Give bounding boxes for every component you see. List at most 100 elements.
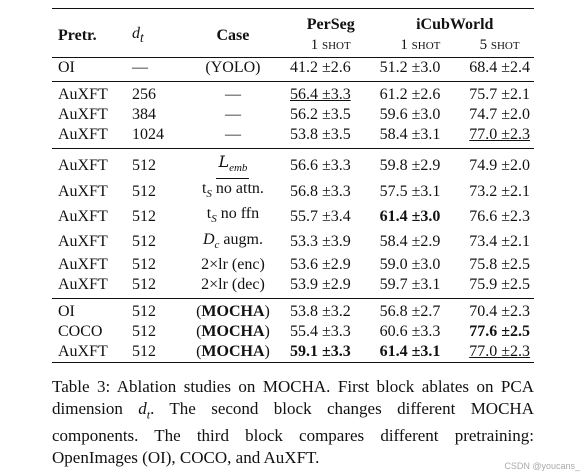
cell-case: 2×lr (enc) bbox=[201, 255, 265, 273]
cell-perseg: 53.9 ±2.9 bbox=[289, 275, 351, 293]
cell-icub5: 74.9 ±2.0 bbox=[469, 156, 530, 174]
col-case-header: Case bbox=[179, 8, 286, 58]
header-row-2: 1 shot 1 shot 5 shot bbox=[52, 35, 534, 58]
cell-icub1: 56.8 ±2.7 bbox=[379, 302, 441, 320]
cell-dt: 384 bbox=[131, 106, 156, 123]
icub-5shot-header: 5 shot bbox=[479, 37, 520, 53]
cell-case: — bbox=[224, 126, 241, 143]
cell-case: — bbox=[224, 106, 241, 123]
col-dt-header: dt bbox=[127, 8, 180, 58]
table-row: AuXFT 384 — 56.2 ±3.5 59.6 ±3.0 74.7 ±2.… bbox=[52, 105, 534, 125]
cell-icub5: 73.2 ±2.1 bbox=[469, 182, 530, 200]
table-row: AuXFT 512 2×lr (enc) 53.6 ±2.9 59.0 ±3.0… bbox=[52, 255, 534, 275]
cell-icub1: 59.6 ±3.0 bbox=[379, 106, 441, 123]
table-row: AuXFT 512 tS no attn. 56.8 ±3.3 57.5 ±3.… bbox=[52, 179, 534, 204]
cell-pretr: AuXFT bbox=[58, 255, 108, 273]
cell-icub1: 61.2 ±2.6 bbox=[379, 86, 441, 103]
cell-icub1: 59.8 ±2.9 bbox=[379, 156, 441, 174]
table-row: OI 512 (MOCHA) 53.8 ±3.2 56.8 ±2.7 70.4 … bbox=[52, 302, 534, 322]
ablation-table: Pretr. dt Case PerSeg iCubWorld 1 shot 1… bbox=[52, 8, 534, 363]
ablation-table-container: Pretr. dt Case PerSeg iCubWorld 1 shot 1… bbox=[52, 8, 534, 363]
cell-dt: 512 bbox=[131, 233, 156, 251]
cell-case: (MOCHA) bbox=[179, 341, 286, 363]
cell-perseg: 53.8 ±3.2 bbox=[289, 302, 351, 320]
cell-icub5: 77.0 ±2.3 bbox=[465, 341, 534, 363]
cell-dt: — bbox=[127, 57, 180, 78]
cell-perseg: 41.2 ±2.6 bbox=[285, 57, 376, 78]
cell-icub1: 58.4 ±2.9 bbox=[379, 233, 441, 251]
cell-dt: 512 bbox=[131, 156, 156, 174]
cell-case: Dc augm. bbox=[202, 230, 263, 251]
cell-icub1: 61.4 ±3.1 bbox=[375, 341, 466, 363]
cell-pretr: OI bbox=[58, 302, 75, 320]
cell-perseg: 56.8 ±3.3 bbox=[289, 182, 351, 200]
cell-icub5: 76.6 ±2.3 bbox=[469, 207, 530, 225]
cell-dt: 512 bbox=[131, 207, 156, 225]
cell-case: tS no attn. bbox=[201, 180, 264, 201]
col-perseg-header: PerSeg bbox=[285, 8, 376, 35]
cell-dt: 512 bbox=[131, 182, 156, 200]
cell-dt: 512 bbox=[131, 322, 156, 340]
table-row: AuXFT 512 2×lr (dec) 53.9 ±2.9 59.7 ±3.1… bbox=[52, 275, 534, 295]
cell-perseg: 55.7 ±3.4 bbox=[289, 207, 351, 225]
cell-pretr: AuXFT bbox=[58, 86, 108, 103]
cell-icub1: 59.7 ±3.1 bbox=[379, 275, 441, 293]
cell-icub1: 51.2 ±3.0 bbox=[375, 57, 466, 78]
table-row: AuXFT 1024 — 53.8 ±3.5 58.4 ±3.1 77.0 ±2… bbox=[52, 125, 534, 145]
col-icub-header: iCubWorld bbox=[375, 8, 534, 35]
cell-perseg: 56.6 ±3.3 bbox=[289, 156, 351, 174]
cell-dt: 1024 bbox=[131, 126, 164, 143]
table-row: AuXFT 512 (MOCHA) 59.1 ±3.3 61.4 ±3.1 77… bbox=[52, 341, 534, 363]
cell-icub5: 70.4 ±2.3 bbox=[469, 302, 530, 320]
cell-icub5: 77.0 ±2.3 bbox=[469, 126, 530, 143]
cell-case: (MOCHA) bbox=[196, 302, 270, 320]
cell-icub1: 61.4 ±3.0 bbox=[379, 207, 441, 225]
header-row-1: Pretr. dt Case PerSeg iCubWorld bbox=[52, 8, 534, 58]
cell-case: tS no ffn bbox=[206, 205, 260, 226]
cell-case: Lemb bbox=[180, 152, 286, 180]
cell-pretr: OI bbox=[52, 57, 128, 78]
cell-icub1: 57.5 ±3.1 bbox=[379, 182, 441, 200]
cell-dt: 512 bbox=[131, 302, 156, 320]
cell-pretr: AuXFT bbox=[58, 106, 108, 123]
cell-icub5: 75.9 ±2.5 bbox=[469, 275, 530, 293]
cell-icub5: 75.7 ±2.1 bbox=[469, 86, 530, 103]
table-row: OI — (YOLO) 41.2 ±2.6 51.2 ±3.0 68.4 ±2.… bbox=[52, 57, 534, 78]
table-row: AuXFT 256 — 56.4 ±3.3 61.2 ±2.6 75.7 ±2.… bbox=[52, 85, 534, 105]
cell-pretr: AuXFT bbox=[58, 275, 108, 293]
cell-case: 2×lr (dec) bbox=[201, 275, 265, 293]
cell-perseg: 56.2 ±3.5 bbox=[289, 106, 351, 123]
watermark: CSDN @youcans_ bbox=[504, 461, 580, 471]
cell-perseg: 59.1 ±3.3 bbox=[285, 341, 376, 363]
cell-dt: 512 bbox=[127, 341, 180, 363]
cell-icub5: 73.4 ±2.1 bbox=[469, 233, 530, 251]
cell-icub5: 68.4 ±2.4 bbox=[465, 57, 534, 78]
cell-icub5: 75.8 ±2.5 bbox=[469, 255, 530, 273]
cell-dt: 256 bbox=[131, 86, 156, 103]
cell-icub5: 77.6 ±2.5 bbox=[469, 322, 530, 340]
cell-icub5: 74.7 ±2.0 bbox=[469, 106, 530, 123]
cell-icub1: 58.4 ±3.1 bbox=[379, 126, 441, 143]
table-row: COCO 512 (MOCHA) 55.4 ±3.3 60.6 ±3.3 77.… bbox=[52, 322, 534, 342]
cell-perseg: 53.8 ±3.5 bbox=[289, 126, 351, 143]
icub-1shot-header: 1 shot bbox=[400, 37, 441, 53]
col-pretr-header: Pretr. bbox=[52, 8, 128, 58]
cell-case: — bbox=[224, 86, 241, 103]
cell-perseg: 56.4 ±3.3 bbox=[289, 86, 351, 103]
cell-pretr: AuXFT bbox=[58, 156, 108, 174]
table-row: AuXFT 512 Lemb 56.6 ±3.3 59.8 ±2.9 74.9 … bbox=[52, 152, 534, 180]
cell-pretr: AuXFT bbox=[58, 126, 108, 143]
cell-pretr: COCO bbox=[58, 322, 103, 340]
cell-perseg: 53.3 ±3.9 bbox=[289, 233, 351, 251]
cell-perseg: 53.6 ±2.9 bbox=[289, 255, 351, 273]
cell-pretr: AuXFT bbox=[58, 233, 108, 251]
cell-pretr: AuXFT bbox=[58, 182, 108, 200]
cell-case: (MOCHA) bbox=[196, 322, 270, 340]
cell-icub1: 60.6 ±3.3 bbox=[379, 322, 441, 340]
cell-dt: 512 bbox=[131, 255, 156, 273]
cell-icub1: 59.0 ±3.0 bbox=[379, 255, 441, 273]
cell-dt: 512 bbox=[131, 275, 156, 293]
cell-pretr: AuXFT bbox=[58, 207, 108, 225]
perseg-1shot-header: 1 shot bbox=[310, 37, 351, 53]
cell-perseg: 55.4 ±3.3 bbox=[289, 322, 351, 340]
